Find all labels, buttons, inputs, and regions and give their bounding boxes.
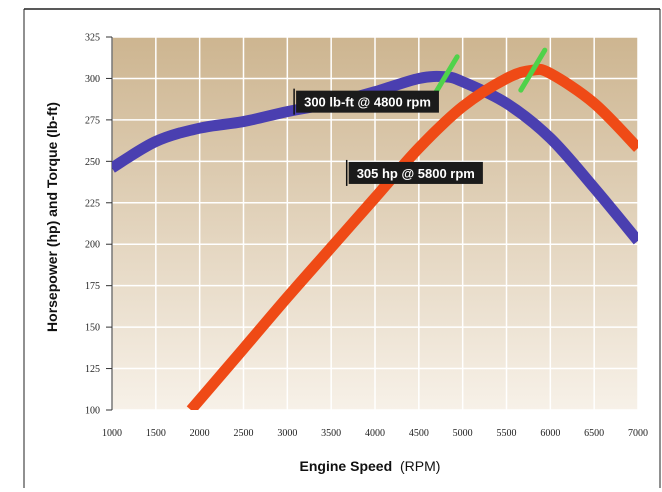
x-tick-label: 3500 — [321, 428, 341, 439]
x-tick-label: 2500 — [234, 428, 254, 439]
x-tick-label: 5500 — [497, 428, 517, 439]
x-axis-label-main: Engine Speed — [300, 458, 393, 474]
x-tick-label: 2000 — [190, 428, 210, 439]
annotation-label: 300 lb-ft @ 4800 rpm — [293, 88, 439, 115]
peak-markers — [430, 47, 548, 100]
annotation-box — [348, 161, 483, 184]
y-tick-label: 300 — [85, 74, 100, 85]
y-tick-label: 125 — [85, 364, 100, 375]
x-axis-label-unit: (RPM) — [400, 458, 440, 474]
x-axis-label: Engine Speed (RPM) — [300, 458, 441, 474]
x-tick-label: 6000 — [540, 428, 560, 439]
annotation-text: 305 hp @ 5800 rpm — [357, 166, 475, 181]
y-axis-label: Horsepower (hp) and Torque (lb-ft) — [44, 102, 60, 332]
x-tick-label: 3000 — [277, 428, 297, 439]
x-tick-label: 7000 — [628, 428, 648, 439]
grid-lines — [111, 36, 639, 411]
annotations: 300 lb-ft @ 4800 rpm 305 hp @ 5800 rpm — [293, 88, 483, 186]
annotation-label: 305 hp @ 5800 rpm — [345, 159, 483, 186]
y-axis-ticks: 100 125 150 175 200 225 250 275 300 325 — [85, 33, 113, 417]
y-tick-label: 250 — [85, 157, 100, 168]
x-axis-ticks: 1000 1500 2000 2500 3000 3500 4000 4500 5000 5500… — [102, 428, 648, 439]
x-tick-label: 4000 — [365, 428, 385, 439]
peak-marker — [430, 54, 460, 100]
series-line-horsepower — [186, 63, 638, 410]
annotation-text: 300 lb-ft @ 4800 rpm — [304, 95, 431, 110]
y-tick-label: 325 — [85, 33, 100, 44]
x-tick-label: 1500 — [146, 428, 166, 439]
peak-marker — [518, 47, 548, 93]
y-tick-label: 100 — [85, 406, 100, 417]
y-tick-label: 150 — [85, 323, 100, 334]
x-tick-label: 6500 — [584, 428, 604, 439]
annotation-box — [296, 90, 439, 113]
y-tick-label: 175 — [85, 281, 100, 292]
y-tick-label: 200 — [85, 240, 100, 251]
y-tick-label: 225 — [85, 198, 100, 209]
x-tick-label: 4500 — [409, 428, 429, 439]
series-group — [112, 63, 638, 410]
x-tick-label: 1000 — [102, 428, 122, 439]
series-line-torque — [112, 70, 638, 245]
x-tick-label: 5000 — [453, 428, 473, 439]
y-tick-label: 275 — [85, 115, 100, 126]
